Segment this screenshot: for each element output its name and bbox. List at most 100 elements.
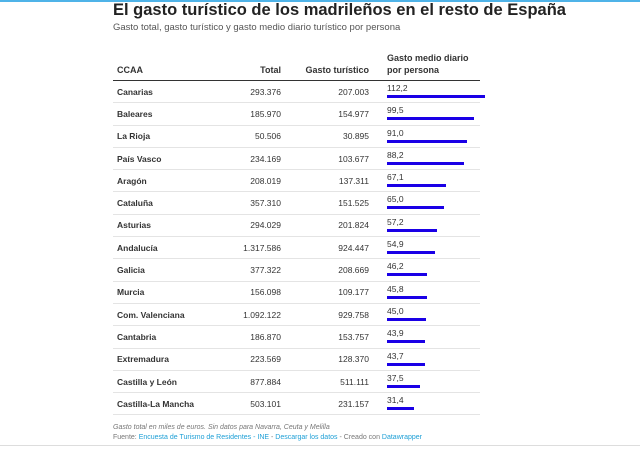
ccaa-cell: Galicia	[113, 258, 221, 282]
ccaa-cell: País Vasco	[113, 147, 221, 171]
gasto-medio-bar	[387, 273, 428, 277]
table-row: Asturias 294.029 201.824 57,2	[113, 214, 480, 238]
gasto-medio-cell: 54,9	[373, 236, 480, 260]
ccaa-cell: Murcia	[113, 281, 221, 304]
top-border	[0, 0, 640, 2]
table-row: Extremadura 223.569 128.370 43,7	[113, 348, 480, 371]
gasto-medio-value: 112,2	[387, 83, 408, 93]
gasto-medio-bar	[387, 206, 444, 210]
gasto-turistico-cell: 929.758	[285, 303, 373, 327]
gasto-medio-value: 67,1	[387, 172, 404, 183]
gasto-medio-cell: 37,5	[373, 370, 480, 394]
gasto-medio-value: 46,2	[387, 261, 404, 272]
gasto-medio-value: 43,9	[387, 328, 404, 339]
gasto-turistico-cell: 103.677	[285, 147, 373, 171]
total-cell: 234.169	[221, 147, 285, 171]
ccaa-cell: Asturias	[113, 214, 221, 238]
gasto-medio-cell: 88,2	[373, 147, 480, 171]
gasto-medio-cell: 46,2	[373, 258, 480, 282]
table-row: Murcia 156.098 109.177 45,8	[113, 281, 480, 304]
ccaa-cell: Extremadura	[113, 348, 221, 371]
gasto-medio-cell: 45,0	[373, 303, 480, 327]
total-cell: 377.322	[221, 258, 285, 282]
gasto-medio-value: 91,0	[387, 127, 404, 138]
ccaa-cell: Canarias	[113, 80, 221, 104]
gasto-medio-bar	[387, 251, 435, 255]
bottom-divider	[0, 445, 640, 446]
table-row: Castilla-La Mancha 503.101 231.157 31,4	[113, 392, 480, 416]
gasto-turistico-cell: 109.177	[285, 281, 373, 304]
gasto-medio-cell: 65,0	[373, 191, 480, 215]
gasto-medio-cell: 43,7	[373, 348, 480, 371]
gasto-medio-cell: 67,1	[373, 169, 480, 193]
gasto-medio-value: 45,0	[387, 305, 404, 316]
table-row: Canarias 293.376 207.003 112,2	[113, 80, 485, 104]
gasto-medio-bar	[387, 340, 426, 344]
gasto-turistico-cell: 30.895	[285, 125, 373, 148]
gasto-turistico-cell: 231.157	[285, 392, 373, 416]
total-cell: 877.884	[221, 370, 285, 394]
header-total[interactable]: Total	[221, 46, 285, 81]
gasto-medio-bar	[387, 161, 464, 165]
gasto-turistico-cell: 151.525	[285, 191, 373, 215]
gasto-medio-bar	[387, 384, 420, 388]
table-row: Baleares 185.970 154.977 99,5	[113, 102, 480, 126]
ccaa-cell: Castilla-La Mancha	[113, 392, 221, 416]
gasto-turistico-cell: 511.111	[285, 370, 373, 394]
total-cell: 357.310	[221, 191, 285, 215]
ccaa-cell: Cataluña	[113, 191, 221, 215]
gasto-turistico-cell: 128.370	[285, 348, 373, 371]
total-cell: 294.029	[221, 214, 285, 238]
total-cell: 1.092.122	[221, 303, 285, 327]
data-table: CCAA Total Gasto turístico Gasto medio d…	[113, 46, 485, 416]
table-row: Cantabria 186.870 153.757 43,9	[113, 325, 480, 349]
gasto-medio-bar	[387, 295, 427, 299]
chart-subtitle: Gasto total, gasto turístico y gasto med…	[113, 22, 401, 33]
datawrapper-link[interactable]: Datawrapper	[381, 434, 422, 441]
table-row: Aragón 208.019 137.311 67,1	[113, 169, 480, 193]
total-cell: 50.506	[221, 125, 285, 148]
gasto-medio-bar	[387, 228, 437, 232]
gasto-medio-cell: 91,0	[373, 125, 480, 148]
gasto-medio-bar	[387, 139, 467, 143]
gasto-medio-bar	[387, 407, 415, 411]
gasto-medio-value: 65,0	[387, 194, 404, 205]
gasto-turistico-cell: 924.447	[285, 236, 373, 260]
table-row: Com. Valenciana 1.092.122 929.758 45,0	[113, 303, 480, 327]
source-label: Fuente:	[113, 434, 137, 441]
table-row: Castilla y León 877.884 511.111 37,5	[113, 370, 480, 394]
gasto-medio-bar	[387, 184, 446, 188]
gasto-medio-value: 45,8	[387, 283, 404, 294]
total-cell: 223.569	[221, 348, 285, 371]
gasto-turistico-cell: 137.311	[285, 169, 373, 193]
table-row: País Vasco 234.169 103.677 88,2	[113, 147, 480, 171]
gasto-medio-value: 54,9	[387, 239, 404, 250]
total-cell: 185.970	[221, 102, 285, 126]
gasto-medio-bar	[387, 95, 485, 98]
header-gasto-turistico[interactable]: Gasto turístico	[285, 46, 373, 81]
ccaa-cell: Cantabria	[113, 325, 221, 349]
total-cell: 1.317.586	[221, 236, 285, 260]
table-row: Galicia 377.322 208.669 46,2	[113, 258, 480, 282]
total-cell: 503.101	[221, 392, 285, 416]
gasto-medio-bar	[387, 317, 427, 321]
gasto-medio-value: 99,5	[387, 105, 404, 116]
ccaa-cell: Baleares	[113, 102, 221, 126]
gasto-turistico-cell: 154.977	[285, 102, 373, 126]
download-data-link[interactable]: Descargar los datos	[275, 434, 338, 441]
ccaa-cell: Andalucía	[113, 236, 221, 260]
gasto-medio-cell: 99,5	[373, 102, 480, 126]
source-link[interactable]: Encuesta de Turismo de Residentes - INE	[138, 434, 270, 441]
gasto-medio-bar	[387, 117, 474, 121]
gasto-medio-value: 31,4	[387, 395, 404, 406]
gasto-turistico-cell: 208.669	[285, 258, 373, 282]
header-gasto-medio[interactable]: Gasto medio diario por persona	[373, 46, 480, 81]
header-ccaa[interactable]: CCAA	[113, 46, 221, 81]
ccaa-cell: Castilla y León	[113, 370, 221, 394]
gasto-medio-cell: 112,2	[373, 80, 485, 104]
chart-title: El gasto turístico de los madrileños en …	[113, 1, 566, 19]
table-row: Cataluña 357.310 151.525 65,0	[113, 191, 480, 215]
total-cell: 293.376	[221, 80, 285, 104]
gasto-medio-value: 37,5	[387, 372, 404, 383]
gasto-medio-cell: 43,9	[373, 325, 480, 349]
